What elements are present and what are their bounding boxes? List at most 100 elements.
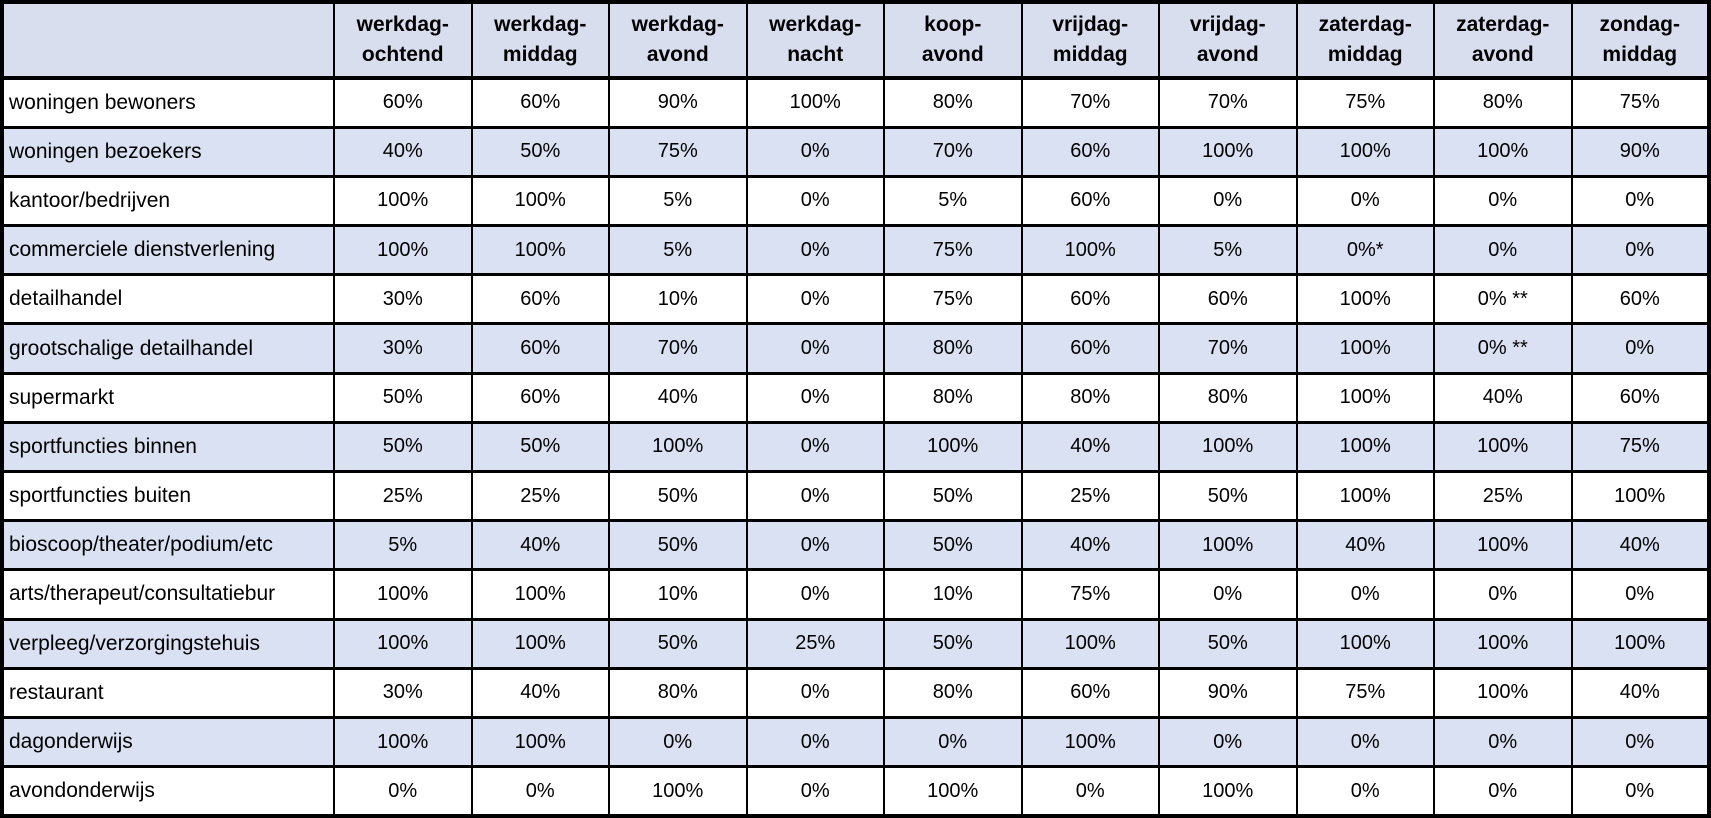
value-cell: 50% (608, 519, 748, 572)
row-label: grootschalige detailhandel (1, 322, 335, 375)
table-header: werkdag-ochtend werkdag-middag werkdag-avo… (1, 0, 1710, 80)
column-header-line: werkdag- (631, 12, 724, 36)
row-label: sportfuncties binnen (1, 420, 335, 474)
value-cell: 0% (745, 666, 885, 719)
value-cell: 0% (745, 765, 885, 818)
value-cell: 10% (608, 568, 748, 621)
value-cell: 60% (1570, 273, 1710, 326)
value-cell: 0% (1433, 174, 1573, 228)
corner-cell (1, 0, 335, 80)
value-cell: 25% (470, 469, 610, 523)
value-cell: 30% (333, 322, 473, 375)
value-cell: 10% (883, 568, 1023, 621)
value-cell: 40% (1570, 666, 1710, 719)
value-cell: 40% (333, 125, 473, 178)
value-cell: 0% (745, 715, 885, 769)
value-cell: 100% (1295, 371, 1435, 424)
value-cell: 5% (883, 174, 1023, 228)
value-cell: 60% (470, 273, 610, 326)
column-header: werkdag-ochtend (333, 0, 473, 80)
value-cell: 90% (1158, 666, 1298, 719)
row-label: kantoor/bedrijven (1, 174, 335, 228)
value-cell: 0% (1570, 568, 1710, 621)
value-cell: 75% (608, 125, 748, 178)
value-cell: 80% (1020, 371, 1160, 424)
table-row: supermarkt 50% 60% 40% 0% 80% 80% 80% 100% 40% 60% (1, 371, 1710, 424)
value-cell: 60% (1570, 371, 1710, 424)
value-cell: 100% (333, 568, 473, 621)
value-cell: 50% (1158, 617, 1298, 670)
value-cell: 30% (333, 273, 473, 326)
column-header-line: vrijdag- (1189, 12, 1266, 36)
column-header-line: middag (1602, 43, 1678, 66)
value-cell: 0% (1433, 568, 1573, 621)
value-cell: 0% (1295, 765, 1435, 818)
value-cell: 100% (333, 617, 473, 670)
value-cell: 0% (1570, 765, 1710, 818)
value-cell: 50% (608, 469, 748, 523)
value-cell: 60% (1020, 666, 1160, 719)
value-cell: 0% (1295, 715, 1435, 769)
value-cell: 0% (1295, 174, 1435, 228)
table-row: verpleeg/verzorgingstehuis 100% 100% 50% 25%… (1, 617, 1710, 670)
value-cell: 70% (608, 322, 748, 375)
value-cell: 75% (1295, 76, 1435, 129)
table-row: detailhandel 30% 60% 10% 0% 75% 60% 60% 100% 0% *… (1, 273, 1710, 326)
column-header-line: avond (1196, 43, 1259, 66)
value-cell: 60% (470, 371, 610, 424)
value-cell: 100% (1433, 519, 1573, 572)
row-label: detailhandel (1, 273, 335, 326)
table-row: arts/therapeut/consultatiebur 100% 100% 10%… (1, 568, 1710, 621)
value-cell: 70% (883, 125, 1023, 178)
value-cell: 40% (470, 666, 610, 719)
table-row: dagonderwijs 100% 100% 0% 0% 0% 100% 0% 0% 0% 0% (1, 715, 1710, 769)
row-label: woningen bezoekers (1, 125, 335, 178)
value-cell: 0% (1433, 224, 1573, 277)
value-cell: 0% (745, 469, 885, 523)
value-cell: 0% (1570, 322, 1710, 375)
value-cell: 80% (883, 322, 1023, 375)
value-cell: 100% (1020, 715, 1160, 769)
value-cell: 50% (333, 371, 473, 424)
value-cell: 60% (470, 76, 610, 129)
value-cell: 70% (1158, 76, 1298, 129)
value-cell: 100% (470, 174, 610, 228)
value-cell: 100% (883, 420, 1023, 474)
value-cell: 75% (1570, 420, 1710, 474)
column-header: vrijdag-avond (1158, 0, 1298, 80)
value-cell: 100% (470, 568, 610, 621)
row-label: verpleeg/verzorgingstehuis (1, 617, 335, 670)
value-cell: 100% (333, 715, 473, 769)
value-cell: 0% (745, 322, 885, 375)
column-header: werkdag-middag (470, 0, 610, 80)
value-cell: 0% (745, 519, 885, 572)
column-header-line: avond (1471, 43, 1534, 66)
value-cell: 0% (1158, 568, 1298, 621)
value-cell: 60% (1020, 273, 1160, 326)
value-cell: 0% (745, 224, 885, 277)
column-header-line: vrijdag- (1052, 12, 1129, 36)
column-header-line: zondag- (1599, 12, 1680, 36)
table-row: commerciele dienstverlening 100% 100% 5% 0% 7… (1, 224, 1710, 277)
table-row: sportfuncties binnen 50% 50% 100% 0% 100% 40% 1… (1, 420, 1710, 474)
value-cell: 70% (1158, 322, 1298, 375)
column-header-line: werkdag- (356, 12, 449, 36)
column-header: zondag-middag (1570, 0, 1710, 80)
value-cell: 0% (1295, 568, 1435, 621)
value-cell: 60% (1020, 125, 1160, 178)
value-cell: 25% (333, 469, 473, 523)
value-cell: 50% (470, 125, 610, 178)
value-cell: 100% (1433, 420, 1573, 474)
value-cell: 0% (745, 174, 885, 228)
value-cell: 75% (883, 224, 1023, 277)
value-cell: 60% (1158, 273, 1298, 326)
value-cell: 0% (1570, 715, 1710, 769)
column-header: koop-avond (883, 0, 1023, 80)
value-cell: 0% (1158, 715, 1298, 769)
value-cell: 0% (1570, 174, 1710, 228)
column-header: vrijdag-middag (1020, 0, 1160, 80)
row-label: sportfuncties buiten (1, 469, 335, 523)
value-cell: 60% (470, 322, 610, 375)
value-cell: 5% (608, 174, 748, 228)
